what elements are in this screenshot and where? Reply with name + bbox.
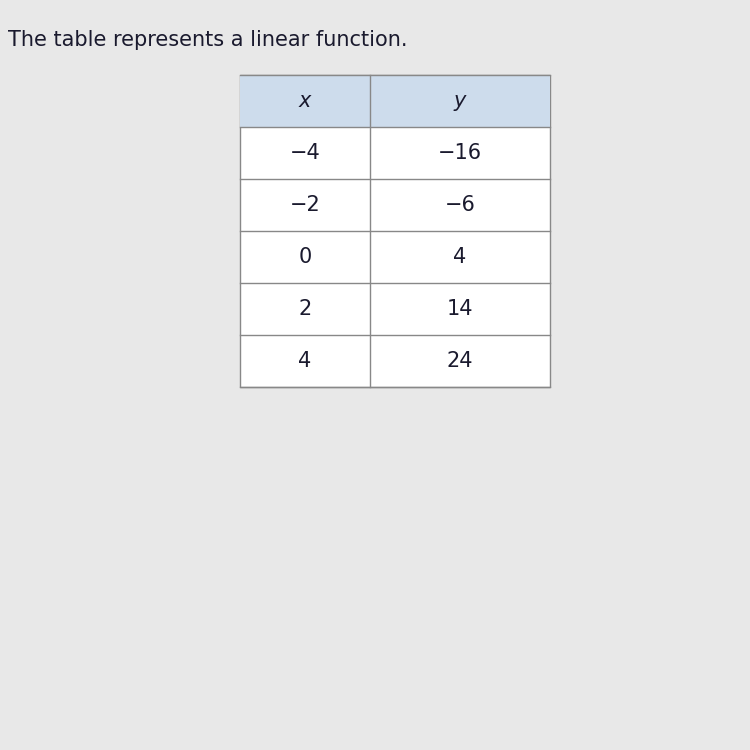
Text: y: y	[454, 91, 466, 111]
Text: 24: 24	[447, 351, 473, 371]
Text: 4: 4	[298, 351, 312, 371]
Text: 2: 2	[298, 299, 312, 319]
Text: −16: −16	[438, 143, 482, 163]
Bar	[240, 75, 550, 387]
Text: The table represents a linear function.: The table represents a linear function.	[8, 30, 407, 50]
Text: −2: −2	[290, 195, 320, 215]
Text: x: x	[298, 91, 311, 111]
Text: 14: 14	[447, 299, 473, 319]
Text: −4: −4	[290, 143, 320, 163]
Bar	[240, 75, 550, 127]
Text: 4: 4	[453, 247, 466, 267]
Text: 0: 0	[298, 247, 312, 267]
Text: −6: −6	[445, 195, 476, 215]
